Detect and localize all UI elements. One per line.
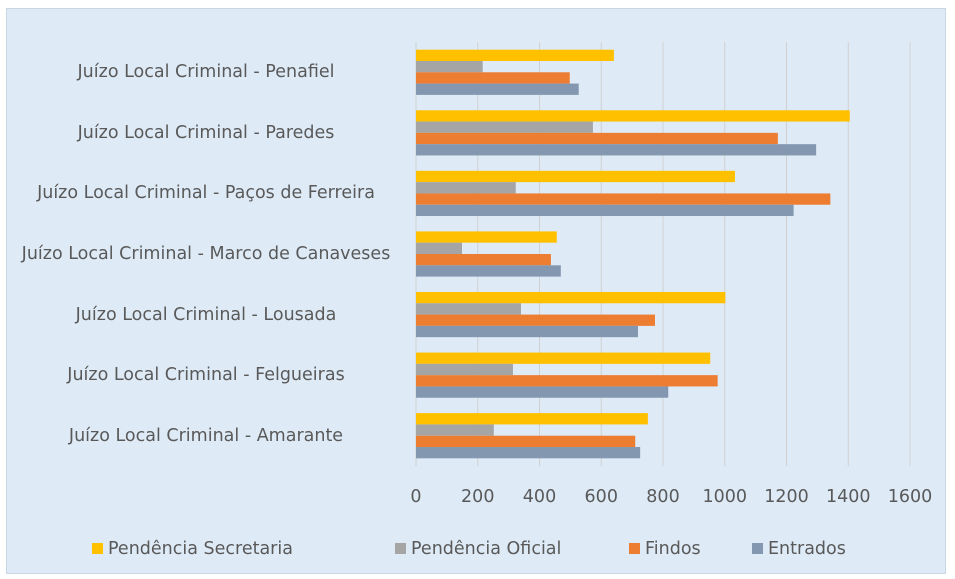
legend-label: Findos — [645, 539, 701, 559]
bar — [416, 72, 570, 84]
bar — [416, 242, 463, 254]
y-tick-label: Juízo Local Criminal - Lousada — [75, 304, 337, 325]
bar — [416, 83, 579, 95]
x-tick-label: 0 — [410, 487, 421, 507]
y-tick-label: Juízo Local Criminal - Amarante — [68, 425, 344, 446]
y-tick-label: Juízo Local Criminal - Marco de Canavese… — [21, 244, 391, 264]
x-tick-label: 1000 — [702, 487, 747, 507]
bar — [416, 386, 669, 398]
x-tick-label: 400 — [523, 487, 556, 507]
bar — [416, 352, 711, 364]
bar — [416, 291, 726, 304]
bar — [416, 303, 521, 315]
bar — [416, 182, 516, 194]
bar — [416, 110, 850, 122]
x-tick-label: 200 — [461, 487, 494, 507]
x-tick-label: 800 — [646, 487, 679, 507]
legend-swatch — [395, 543, 406, 554]
bar — [416, 375, 718, 387]
bar — [416, 265, 561, 277]
bar — [416, 49, 614, 61]
legend-label: Pendência Secretaria — [108, 539, 293, 559]
x-tick-label: 1200 — [764, 487, 809, 507]
bar — [416, 204, 794, 217]
bar — [416, 132, 778, 145]
y-tick-label: Juízo Local Criminal - Felgueiras — [67, 365, 345, 386]
bar — [416, 60, 483, 73]
legend-swatch — [629, 543, 640, 554]
x-tick-label: 600 — [585, 487, 618, 507]
legend-swatch — [92, 543, 103, 554]
x-tick-label: 1600 — [888, 487, 933, 507]
bar — [416, 254, 551, 266]
bar — [416, 413, 648, 425]
bar — [416, 144, 817, 156]
x-tick-label: 1400 — [826, 487, 871, 507]
bar — [416, 121, 593, 133]
y-tick-label: Juízo Local Criminal - Penafiel — [77, 62, 335, 83]
bar — [416, 314, 655, 326]
legend-label: Pendência Oficial — [411, 539, 561, 559]
bar — [416, 193, 831, 205]
bar — [416, 435, 636, 448]
bar — [416, 170, 735, 183]
bar — [416, 363, 513, 376]
bar — [416, 325, 638, 338]
y-tick-label: Juízo Local Criminal - Paredes — [77, 122, 335, 143]
chart-area — [6, 8, 946, 574]
y-tick-label: Juízo Local Criminal - Paços de Ferreira — [37, 183, 375, 204]
bar — [416, 231, 557, 243]
legend-label: Entrados — [768, 539, 846, 559]
bar — [416, 424, 494, 436]
bar — [416, 447, 641, 459]
legend-swatch — [752, 543, 763, 554]
